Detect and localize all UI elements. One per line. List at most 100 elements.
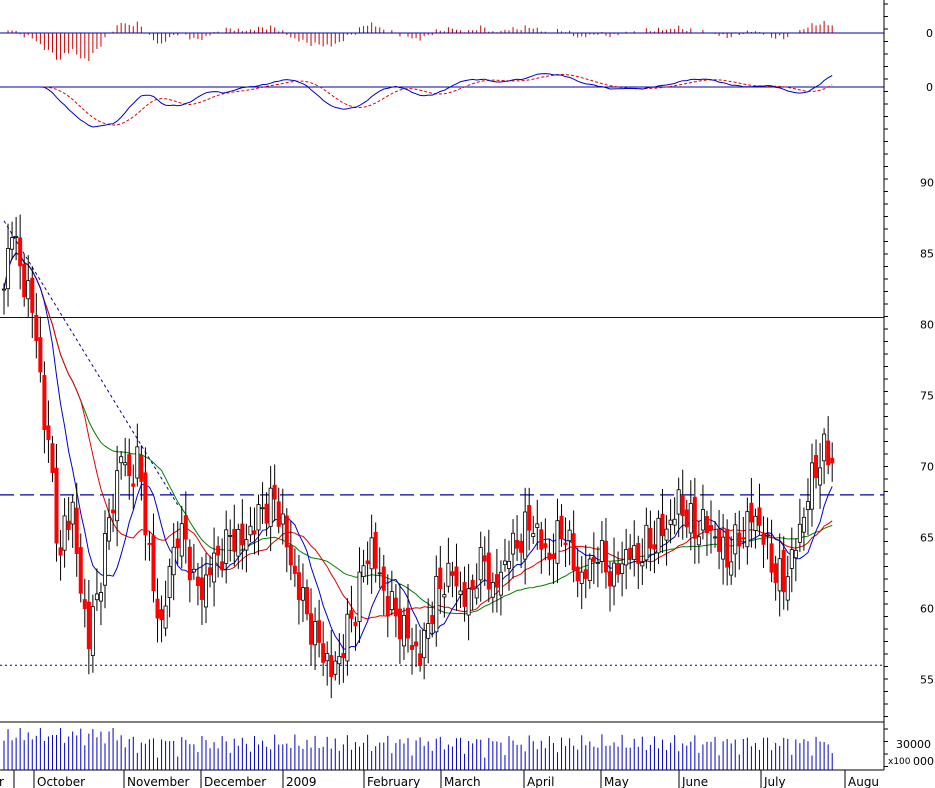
candle-body (58, 547, 63, 556)
candle-body (498, 571, 503, 596)
candle-body (381, 566, 386, 591)
month-label: 2009 (286, 775, 317, 788)
candle-body (612, 562, 617, 587)
candle-body (317, 620, 322, 643)
candle-body (462, 582, 467, 607)
candle-body (232, 529, 237, 551)
candle-body (789, 549, 794, 569)
candle-body (785, 576, 790, 601)
candle-body (325, 653, 330, 662)
candle-body (595, 562, 600, 564)
candle-body (224, 529, 229, 564)
candle-body (628, 547, 633, 559)
candle-body (103, 533, 108, 586)
candle-body (183, 515, 188, 540)
candle-body (531, 533, 536, 537)
candle-body (527, 505, 532, 531)
candle-body (761, 533, 766, 545)
candle-body (777, 558, 782, 592)
candle-body (127, 454, 132, 477)
price-tick-label: 80 (920, 319, 934, 332)
candle-body (373, 532, 378, 569)
candle-body (159, 609, 164, 620)
volume-zero-label: 000 (913, 755, 934, 768)
candle-body (450, 571, 455, 576)
candle-body (365, 560, 370, 565)
candle-body (252, 530, 257, 535)
candle-body (42, 375, 47, 430)
candle-body (418, 653, 423, 666)
candle-body (652, 544, 657, 550)
month-label: October (37, 775, 85, 788)
candle-body (587, 558, 592, 582)
candle-body (296, 572, 301, 601)
candle-body (632, 545, 637, 560)
candle-body (700, 509, 705, 531)
candle-body (2, 288, 7, 291)
candle-body (801, 516, 806, 533)
candle-body (599, 540, 604, 562)
price-tick-label: 60 (920, 602, 934, 615)
candle-body (187, 546, 192, 581)
candle-body (203, 574, 208, 608)
candle-body (442, 594, 447, 598)
candle-body (753, 515, 758, 531)
candle-body (107, 517, 112, 542)
candle-body (304, 587, 309, 615)
candle-body (212, 552, 217, 583)
candle-body (543, 543, 548, 549)
candle-body (822, 433, 827, 462)
candle-body (644, 524, 649, 561)
candle-body (519, 540, 524, 553)
candle-body (741, 537, 746, 540)
candle-body (696, 536, 701, 546)
candle-body (300, 587, 305, 601)
candle-body (583, 569, 588, 579)
candle-body (547, 552, 552, 560)
candle-body (405, 607, 410, 639)
candle-body (292, 565, 297, 574)
candle-body (814, 455, 819, 479)
candle-body (163, 605, 168, 629)
candle-body (389, 591, 394, 610)
candle-body (377, 572, 382, 575)
candle-body (78, 547, 83, 594)
month-label: ber (0, 775, 4, 788)
month-label: April (527, 775, 554, 788)
candle-body (90, 606, 95, 656)
candle-body (579, 571, 584, 584)
price-tick-label: 85 (920, 248, 934, 261)
candle-body (349, 610, 354, 619)
candle-body (729, 561, 734, 576)
candle-body (123, 462, 128, 466)
candle-body (721, 536, 726, 560)
candle-body (18, 237, 23, 267)
downtrend-dashed-line (3, 220, 179, 506)
candle-body (692, 496, 697, 539)
month-label: December (204, 775, 266, 788)
candle-body (22, 263, 27, 298)
candle-body (684, 509, 689, 528)
price-tick-label: 55 (920, 673, 934, 686)
candle-body (353, 621, 358, 627)
candle-body (616, 563, 621, 575)
candle-body (199, 577, 204, 600)
month-label: February (367, 775, 420, 788)
candle-body (276, 501, 281, 527)
candle-body (397, 608, 402, 640)
candle-body (248, 525, 253, 536)
candle-body (603, 540, 608, 573)
candle-body (446, 562, 451, 587)
candle-body (208, 567, 213, 576)
candle-body (86, 601, 91, 650)
candle-body (256, 504, 261, 531)
candle-body (260, 507, 265, 510)
candle-body (757, 507, 762, 526)
candle-body (62, 515, 67, 551)
histogram-zero-label: 0 (926, 27, 933, 40)
candle-body (563, 542, 568, 545)
candle-body (345, 613, 350, 662)
candle-body (216, 545, 221, 556)
